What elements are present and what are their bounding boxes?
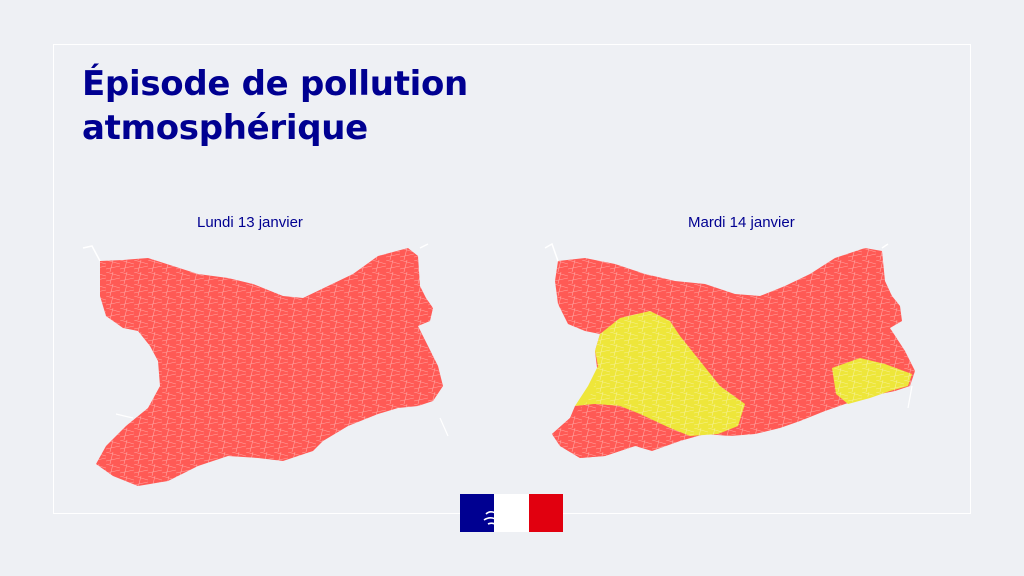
page-title: Épisode de pollution atmosphérique bbox=[82, 62, 468, 150]
title-line-1: Épisode de pollution bbox=[82, 64, 468, 104]
commune-boundaries bbox=[552, 248, 915, 458]
commune-boundaries bbox=[96, 248, 443, 486]
title-line-2: atmosphérique bbox=[82, 108, 368, 148]
map-coastline bbox=[544, 242, 889, 262]
map-label-tuesday: Mardi 14 janvier bbox=[688, 214, 795, 231]
map-tuesday bbox=[544, 242, 915, 458]
marianne-flag-icon bbox=[460, 494, 563, 532]
map-river-lines bbox=[907, 385, 913, 409]
map-monday bbox=[82, 243, 449, 486]
map-label-monday: Lundi 13 janvier bbox=[197, 214, 303, 231]
map-river-lines bbox=[115, 413, 449, 437]
map-coastline bbox=[82, 243, 429, 262]
